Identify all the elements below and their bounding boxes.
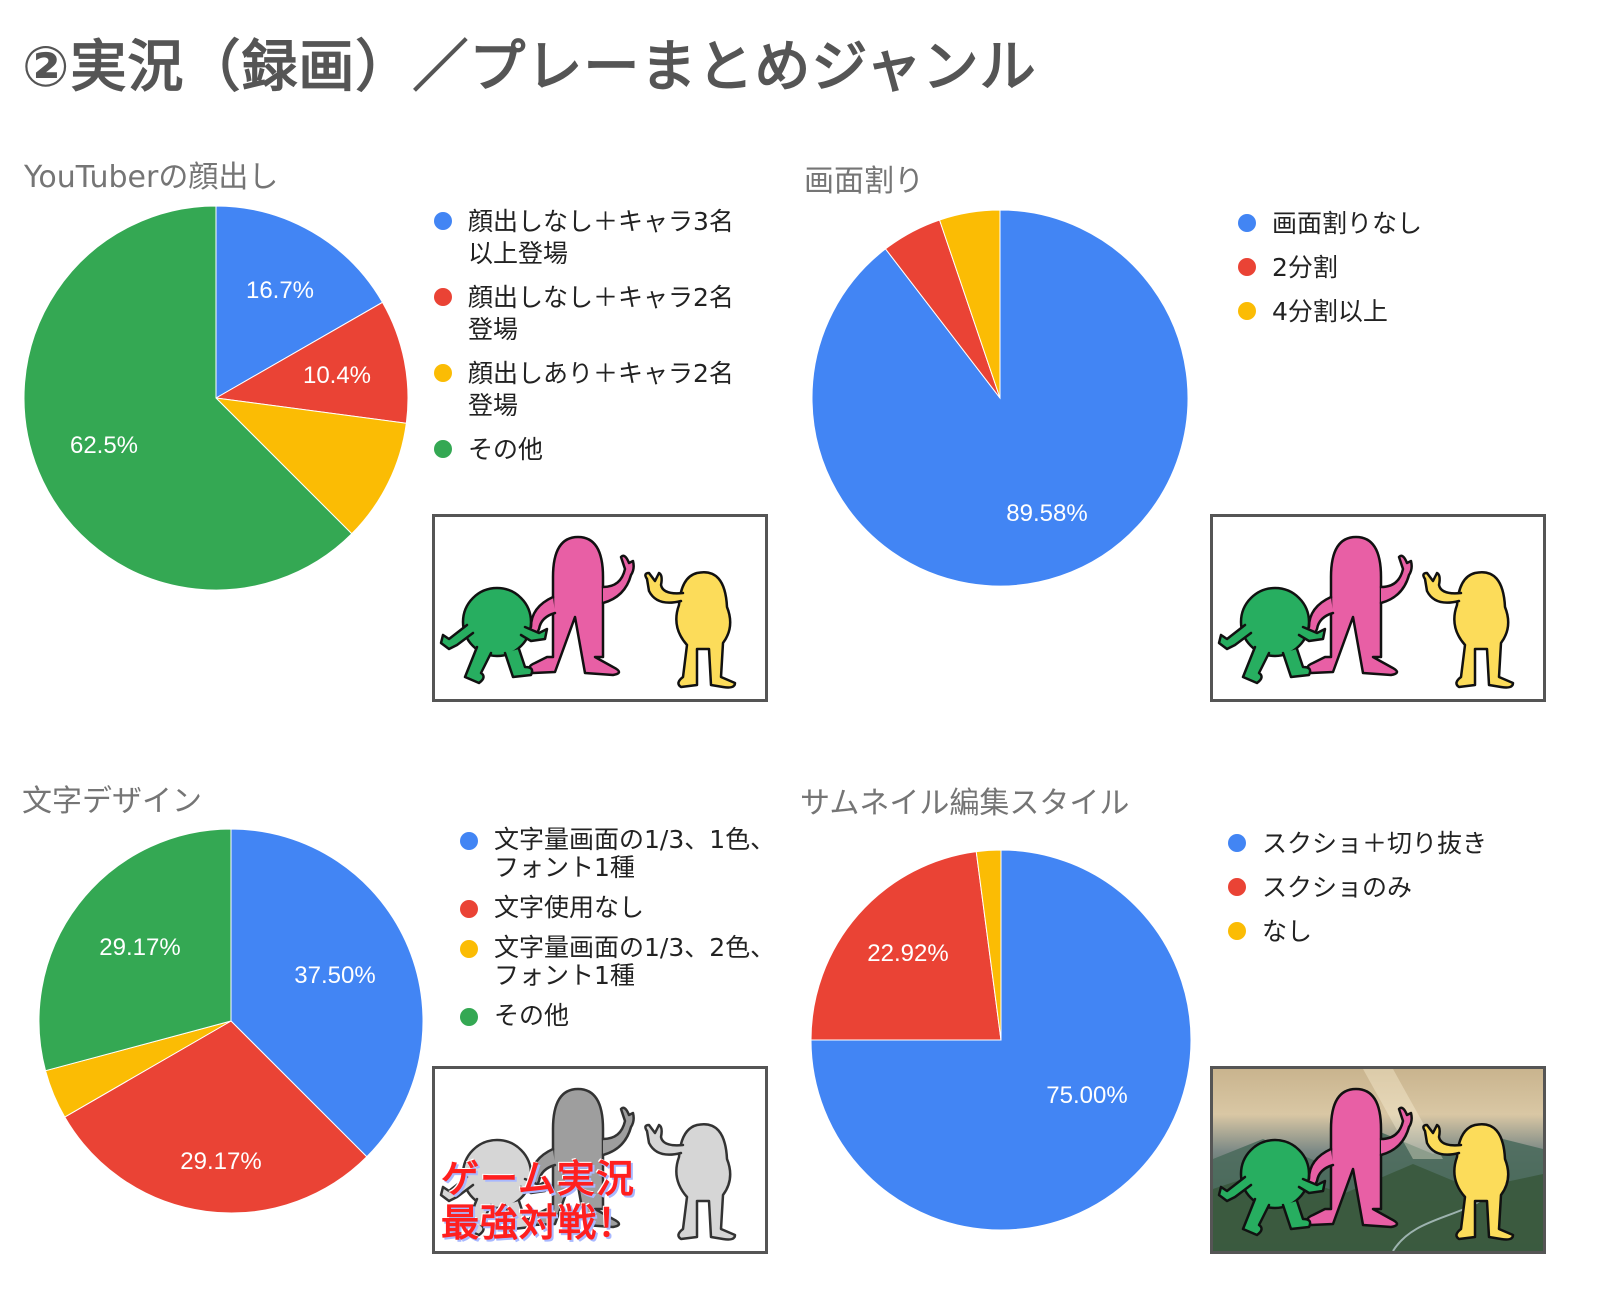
thumbnail-example-text: ゲーム実況 最強対戦！ xyxy=(432,1066,768,1254)
legend-label: 画面割りなし xyxy=(1272,209,1423,238)
thumbnail-example-characters xyxy=(432,514,768,702)
thumbnail-example-characters xyxy=(1210,514,1546,702)
legend-dot-green-icon xyxy=(434,440,452,458)
slice-label-red: 22.92% xyxy=(867,940,949,967)
caption-line-2: 最強対戦！ xyxy=(441,1201,637,1245)
legend-item: スクショのみ xyxy=(1228,872,1487,904)
pie-chart-screen-split xyxy=(812,210,1188,586)
legend-item: 文字使用なし xyxy=(460,894,794,922)
pie-chart-text-design xyxy=(39,829,423,1213)
legend-dot-red-icon xyxy=(1228,878,1246,896)
legend-dot-red-icon xyxy=(434,288,452,306)
legend-label: 顔出しなし＋キャラ3名以上登場 xyxy=(468,207,734,268)
legend-item: 顔出しあり＋キャラ2名登場 xyxy=(434,358,758,422)
legend-dot-red-icon xyxy=(1238,258,1256,276)
legend-dot-blue-icon xyxy=(434,212,452,230)
legend-dot-blue-icon xyxy=(1228,834,1246,852)
pie-chart-face-reveal xyxy=(24,206,408,590)
legend-item: 顔出しなし＋キャラ2名登場 xyxy=(434,282,758,346)
legend-face-reveal: 顔出しなし＋キャラ3名以上登場 顔出しなし＋キャラ2名登場 顔出しあり＋キャラ2… xyxy=(434,206,758,478)
legend-screen-split: 画面割りなし 2分割 4分割以上 xyxy=(1238,208,1422,340)
pie-slice xyxy=(24,206,353,590)
legend-dot-yellow-icon xyxy=(1228,922,1246,940)
legend-label: なし xyxy=(1262,917,1313,946)
characters-illustration-icon xyxy=(1217,535,1515,689)
legend-dot-blue-icon xyxy=(460,832,478,850)
legend-dot-blue-icon xyxy=(1238,214,1256,232)
legend-item: 顔出しなし＋キャラ3名以上登場 xyxy=(434,206,758,270)
legend-item: 画面割りなし xyxy=(1238,208,1422,240)
chart-title-screen-split: 画面割り xyxy=(804,164,924,199)
chart-title-face-reveal: YouTuberの顔出し xyxy=(24,160,279,195)
legend-label: その他 xyxy=(494,1001,570,1030)
legend-label: その他 xyxy=(468,435,544,464)
page-title: ②実況（録画）／プレーまとめジャンル xyxy=(22,35,1037,100)
characters-illustration-icon xyxy=(1217,1087,1515,1241)
slice-label-blue: 89.58% xyxy=(1006,500,1088,527)
pie-slice xyxy=(64,1020,368,1213)
characters-illustration-icon xyxy=(439,535,737,689)
caption-line-1: ゲーム実況 xyxy=(441,1157,635,1201)
legend-item: 文字量画面の1/3、1色、フォント1種 xyxy=(460,826,794,882)
thumbnail-caption: ゲーム実況 最強対戦！ xyxy=(441,1157,636,1245)
legend-item: その他 xyxy=(460,1002,794,1030)
legend-label: 顔出しなし＋キャラ2名登場 xyxy=(468,283,734,344)
slice-label-blue: 75.00% xyxy=(1046,1082,1128,1109)
slice-label-red: 29.17% xyxy=(180,1148,262,1175)
legend-dot-yellow-icon xyxy=(1238,302,1256,320)
legend-item: その他 xyxy=(434,434,758,466)
legend-item: 2分割 xyxy=(1238,252,1422,284)
pie-slice xyxy=(214,397,407,535)
chart-title-text-design: 文字デザイン xyxy=(22,784,202,819)
chart-title-thumbnail-style: サムネイル編集スタイル xyxy=(800,786,1130,821)
legend-label: 文字量画面の1/3、1色、フォント1種 xyxy=(494,825,776,882)
legend-item: 文字量画面の1/3、2色、フォント1種 xyxy=(460,934,794,990)
legend-text-design: 文字量画面の1/3、1色、フォント1種 文字使用なし 文字量画面の1/3、2色、… xyxy=(460,826,794,1042)
pie-chart-thumbnail-style xyxy=(811,850,1191,1230)
pie-slice xyxy=(215,206,384,399)
legend-label: 文字使用なし xyxy=(494,893,645,922)
legend-thumbnail-style: スクショ＋切り抜き スクショのみ なし xyxy=(1228,828,1487,960)
pie-slice xyxy=(230,829,423,1158)
pie-slice xyxy=(811,851,1002,1041)
thumbnail-example-photo xyxy=(1210,1066,1546,1254)
legend-item: 4分割以上 xyxy=(1238,296,1422,328)
slice-label-blue: 37.50% xyxy=(294,962,376,989)
pie-slice xyxy=(214,301,408,424)
legend-dot-yellow-icon xyxy=(434,364,452,382)
legend-label: 顔出しあり＋キャラ2名登場 xyxy=(468,359,734,420)
pie-slice xyxy=(938,210,1001,399)
legend-dot-green-icon xyxy=(460,1008,478,1026)
legend-item: スクショ＋切り抜き xyxy=(1228,828,1487,860)
slice-label-green: 62.5% xyxy=(69,432,139,459)
legend-label: 4分割以上 xyxy=(1272,297,1388,326)
slice-label-blue: 16.7% xyxy=(245,277,315,304)
characters-illustration-icon xyxy=(439,1087,737,1241)
slice-label-green: 29.17% xyxy=(99,934,181,961)
legend-label: 文字量画面の1/3、2色、フォント1種 xyxy=(494,933,776,990)
legend-dot-red-icon xyxy=(460,900,478,918)
pie-slice xyxy=(39,829,232,1072)
legend-label: スクショ＋切り抜き xyxy=(1262,829,1488,858)
legend-dot-yellow-icon xyxy=(460,940,478,958)
legend-item: なし xyxy=(1228,916,1487,948)
slice-label-red: 10.4% xyxy=(302,362,372,389)
pie-slice xyxy=(975,850,1002,1041)
legend-label: 2分割 xyxy=(1272,253,1338,282)
legend-label: スクショのみ xyxy=(1262,873,1413,902)
